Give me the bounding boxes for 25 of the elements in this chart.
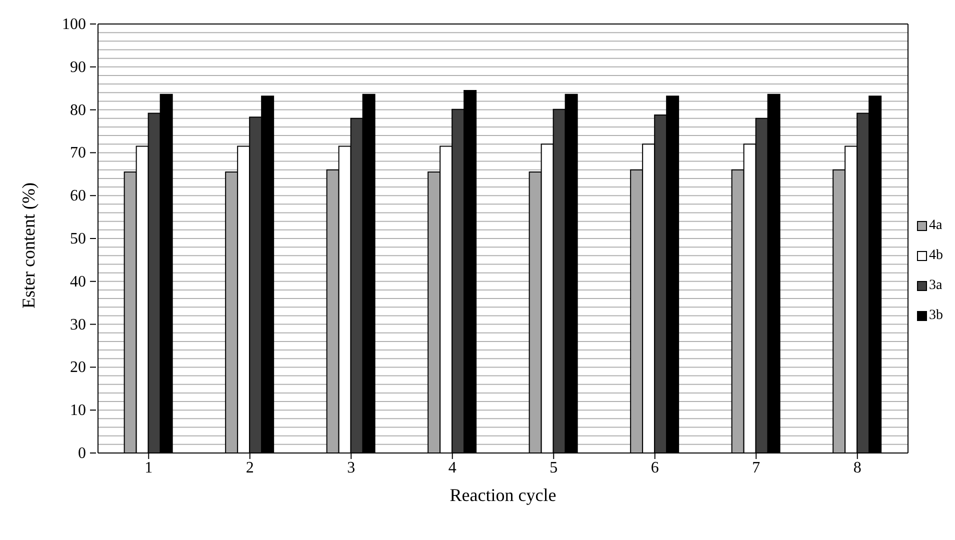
y-tick-label: 20 — [70, 359, 86, 376]
y-tick-label: 0 — [78, 445, 86, 462]
legend-label: 4a — [929, 218, 942, 234]
x-tick-label: 1 — [144, 459, 153, 476]
x-tick-label: 2 — [246, 459, 254, 476]
legend-label: 3a — [929, 278, 942, 294]
x-tick-label: 4 — [448, 459, 456, 476]
legend-label: 4b — [929, 248, 943, 264]
y-axis-title: Ester content (%) — [18, 182, 38, 308]
y-tick-label: 60 — [70, 188, 86, 205]
x-tick-label: 8 — [853, 459, 862, 476]
y-tick-label: 30 — [70, 316, 86, 334]
x-tick-label: 6 — [650, 459, 659, 476]
x-tick-label: 5 — [550, 459, 558, 476]
y-tick-label: 50 — [70, 230, 86, 248]
y-tick-label: 80 — [70, 102, 86, 119]
y-tick-label: 70 — [70, 144, 86, 162]
x-tick-label: 7 — [752, 459, 760, 476]
y-tick-label: 90 — [70, 58, 86, 76]
y-tick-label: 100 — [62, 16, 86, 33]
x-tick-label: 3 — [347, 459, 356, 476]
y-tick-label: 40 — [70, 273, 86, 290]
legend-label: 3b — [929, 308, 943, 324]
x-axis-title: Reaction cycle — [450, 485, 556, 505]
y-tick-label: 10 — [70, 402, 86, 420]
